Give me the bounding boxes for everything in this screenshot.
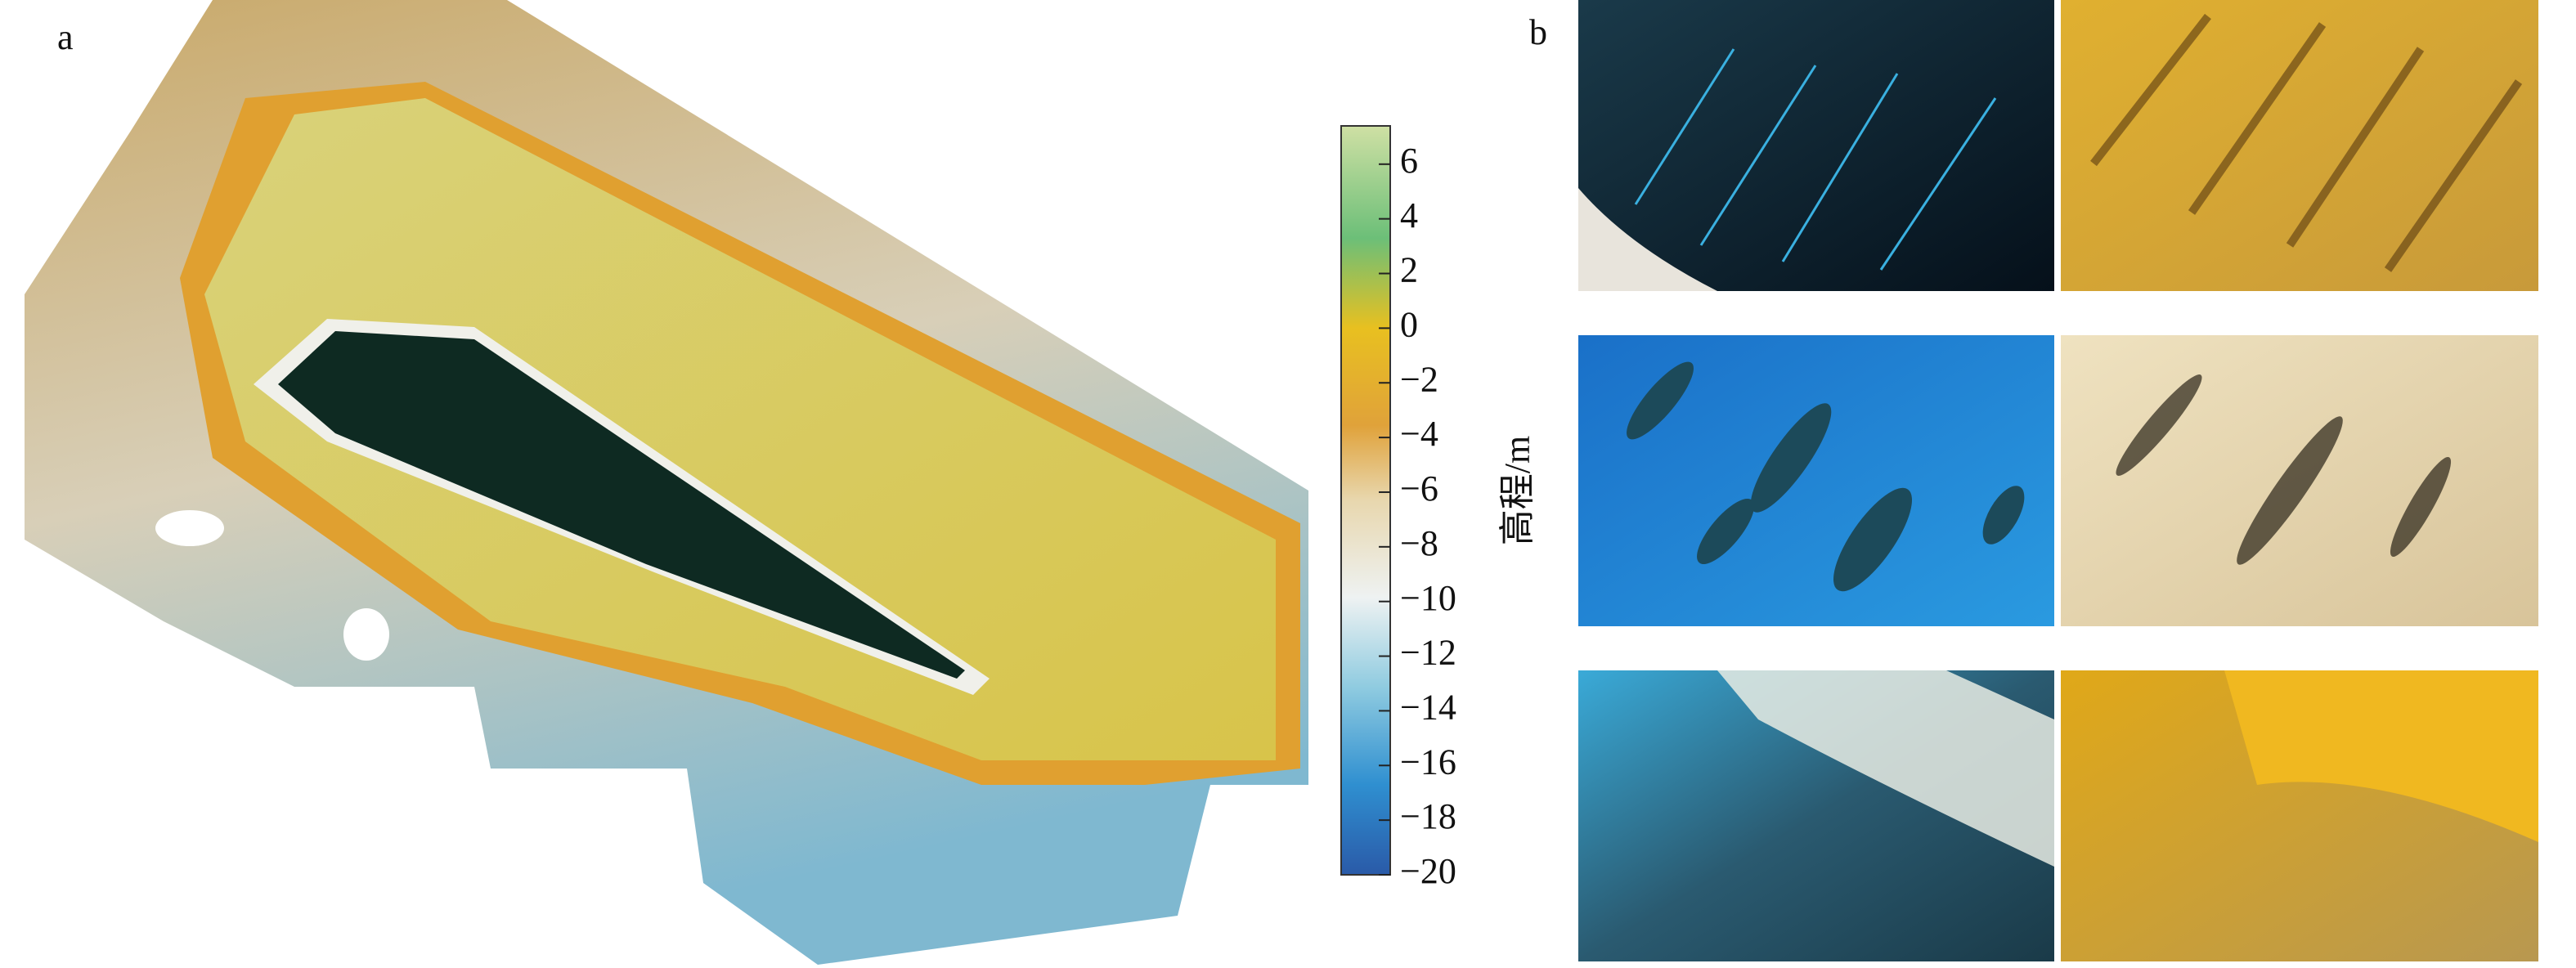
- image-tile: [1578, 335, 2054, 626]
- panel-label: a: [57, 17, 74, 57]
- patch-reefs: [1627, 361, 2025, 592]
- tick-label: 6: [1400, 141, 1418, 181]
- ridges: [2090, 13, 2523, 272]
- tick-label: −14: [1400, 688, 1456, 728]
- colorbar: [1340, 125, 1391, 876]
- tick-label: −18: [1400, 796, 1456, 836]
- tick-label: −12: [1400, 633, 1456, 673]
- tick-label: −6: [1400, 468, 1438, 509]
- colorbar-ticks: 6 4 2 0 −2 −4 −6 −8 −10 −12 −14 −16 −18 −20: [1379, 141, 1456, 891]
- tick-label: −8: [1400, 523, 1438, 563]
- lagoon: [278, 331, 965, 679]
- tick-label: −16: [1400, 742, 1456, 782]
- slope: [2224, 670, 2538, 842]
- tick-label: 2: [1400, 250, 1418, 290]
- reef-flat: [204, 98, 1276, 760]
- island: [343, 608, 389, 661]
- tick-label: −20: [1400, 851, 1456, 891]
- sand: [1578, 188, 1717, 291]
- atoll-map: [25, 0, 1308, 965]
- tick-label: −10: [1400, 578, 1456, 618]
- image-tile: [1578, 0, 2054, 291]
- tick-label: −2: [1400, 359, 1438, 399]
- tick-label: 0: [1400, 304, 1418, 344]
- sand: [1717, 670, 2054, 867]
- island: [155, 510, 224, 546]
- tick-label: −4: [1400, 414, 1438, 454]
- image-tile: [2061, 0, 2538, 291]
- image-tiles: [1578, 0, 2538, 961]
- streaks: [1634, 48, 1997, 271]
- panel-label: b: [1529, 12, 1547, 52]
- colorbar-label: 高程/m: [1497, 436, 1537, 545]
- tick-label: 4: [1400, 195, 1418, 235]
- shadows: [2116, 374, 2452, 565]
